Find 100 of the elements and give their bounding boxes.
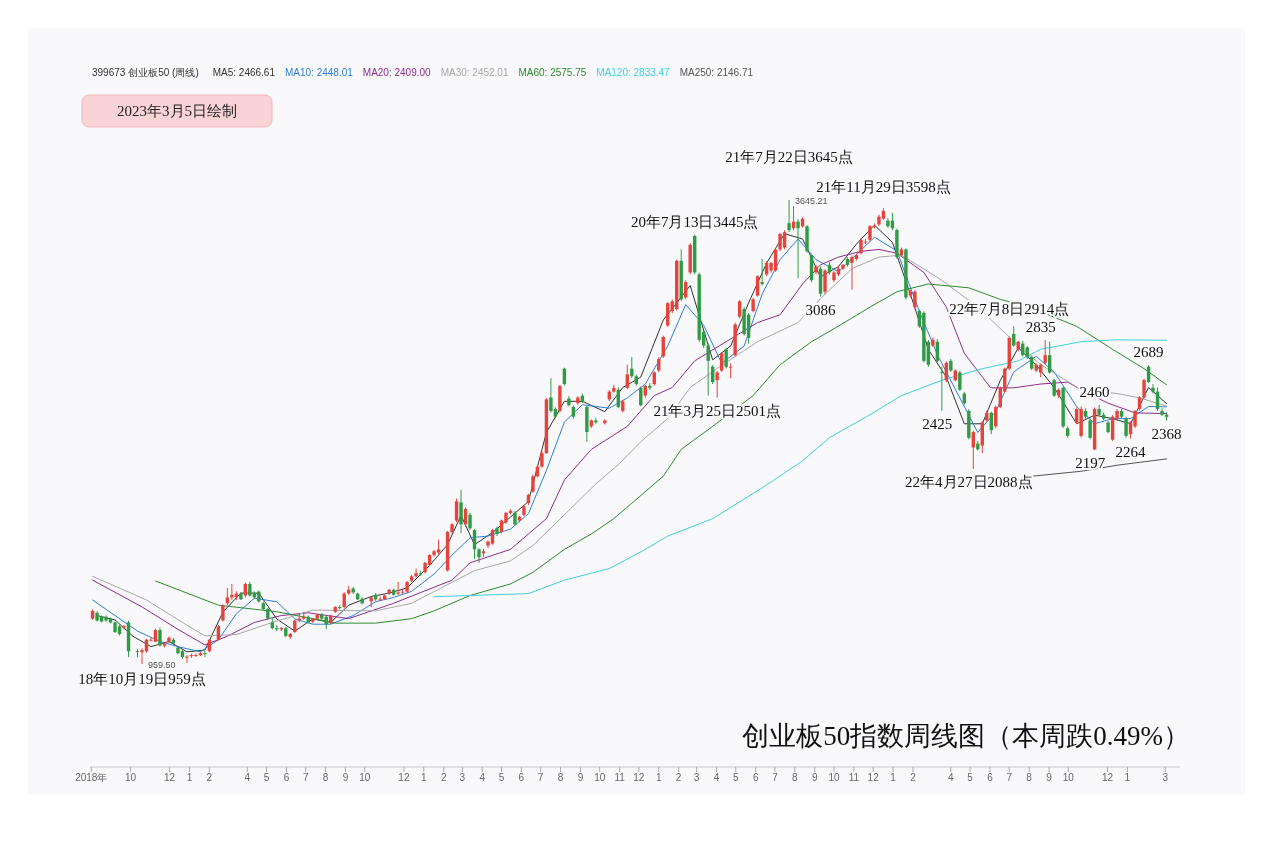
x-tick-label: 1 xyxy=(421,772,428,783)
candlestick xyxy=(414,568,418,579)
annotation: 21年3月25日2501点 xyxy=(653,402,781,419)
text: MA10: 2448.01 xyxy=(284,67,354,78)
text: MA60: 2575.75 xyxy=(518,67,587,78)
x-tick-label: 1 xyxy=(1124,772,1131,783)
candlestick xyxy=(940,366,944,412)
annotation: 22年4月27日2088点 xyxy=(905,474,1033,491)
x-tick-label: 2 xyxy=(675,772,682,783)
x-tick-label: 7 xyxy=(537,772,544,783)
candlestick xyxy=(715,370,719,399)
text: MA20: 2409.00 xyxy=(362,67,432,78)
x-tick-label: 4 xyxy=(479,772,486,783)
x-tick-label: 10 xyxy=(124,772,137,783)
x-tick-label: 12 xyxy=(867,772,880,783)
candlestick xyxy=(724,347,728,369)
text: 创业板50指数周线图（本周跌0.49%） xyxy=(742,721,1190,751)
x-tick-label: 5 xyxy=(733,772,739,783)
x-tick-label: 7 xyxy=(302,772,309,783)
text: 2023年3月5日绘制 xyxy=(117,103,237,119)
x-tick-label: 2 xyxy=(910,772,917,783)
candlestick xyxy=(531,474,535,494)
x-tick-label: 6 xyxy=(518,772,525,783)
candlestick xyxy=(886,217,890,229)
x-tick-label: 4 xyxy=(244,772,251,783)
x-tick-label: 5 xyxy=(498,772,505,783)
annotation: 21年11月29日3598点 xyxy=(816,179,951,196)
candlestick xyxy=(773,247,778,273)
candlestick xyxy=(203,650,207,658)
annotation: 959.50 xyxy=(148,660,176,670)
x-tick-label: 10 xyxy=(594,772,606,783)
candlestick xyxy=(396,581,400,596)
candlestick xyxy=(913,289,917,310)
candlestick xyxy=(958,370,962,392)
candlestick xyxy=(1012,325,1016,348)
candlestick xyxy=(760,258,764,287)
x-tick-label: 3 xyxy=(1162,772,1169,783)
x-tick-label: 1 xyxy=(890,772,897,783)
candlestick xyxy=(1124,416,1128,439)
candlestick xyxy=(796,218,800,279)
candlestick xyxy=(1052,378,1056,398)
annotation: 2689 xyxy=(1133,344,1164,361)
x-tick-label: 9 xyxy=(342,772,349,783)
x-tick-label: 12 xyxy=(633,772,645,783)
candlestick xyxy=(158,627,162,648)
x-tick-label: 8 xyxy=(792,772,799,783)
annotation: 2460 xyxy=(1079,383,1110,400)
x-tick-label: 7 xyxy=(1006,772,1013,783)
text: MA250: 2146.71 xyxy=(679,67,754,78)
x-tick-label: 12 xyxy=(164,772,176,783)
annotation: 21年7月22日3645点 xyxy=(725,149,853,165)
chart-subtitle: 399673 创业板50 (周线) xyxy=(92,67,199,78)
x-tick-label: 11 xyxy=(848,772,860,783)
candlestick xyxy=(787,199,791,233)
candlestick xyxy=(850,254,854,291)
x-tick-label: 12 xyxy=(398,772,410,783)
candlestick xyxy=(728,362,733,379)
annotation: 3645.21 xyxy=(795,196,828,206)
x-tick-label: 2018年 xyxy=(75,772,108,783)
x-tick-label: 9 xyxy=(577,772,584,783)
text: MA30: 2452.01 xyxy=(440,67,509,78)
text: MA120: 2833.47 xyxy=(596,67,671,78)
candlestick xyxy=(1160,407,1164,417)
x-tick-label: 7 xyxy=(772,772,779,783)
x-tick-label: 5 xyxy=(263,772,270,783)
annotation: 2368 xyxy=(1151,425,1182,442)
x-tick-label: 2 xyxy=(440,772,447,783)
annotation: 3086 xyxy=(805,301,837,318)
x-tick-label: 8 xyxy=(322,772,329,783)
candlestick xyxy=(706,342,710,397)
candlestick xyxy=(755,274,760,298)
annotation: 20年7月13日3445点 xyxy=(630,213,759,230)
candlestick xyxy=(185,654,189,664)
x-tick-label: 2 xyxy=(206,772,213,783)
x-tick-label: 9 xyxy=(811,772,818,783)
x-tick-label: 10 xyxy=(359,772,371,783)
candlestick xyxy=(122,624,126,630)
candlestick xyxy=(477,547,481,564)
x-tick-label: 11 xyxy=(614,772,626,783)
x-tick-label: 6 xyxy=(283,772,290,783)
candlestick xyxy=(1088,418,1092,440)
x-tick-label: 4 xyxy=(713,772,720,783)
candlestick xyxy=(1142,378,1146,400)
x-tick-label: 1 xyxy=(186,772,193,783)
candlestick xyxy=(782,229,787,250)
candlestick xyxy=(454,498,459,523)
candlestick xyxy=(980,420,984,454)
x-tick-label: 4 xyxy=(948,772,955,783)
candlestick xyxy=(778,232,782,252)
candlestick xyxy=(1043,339,1047,365)
x-tick-label: 1 xyxy=(655,772,662,783)
candlestick xyxy=(1151,383,1155,395)
candlestick xyxy=(549,377,553,414)
x-tick-label: 5 xyxy=(967,772,974,783)
candlestick xyxy=(459,489,463,534)
x-tick-label: 8 xyxy=(1026,772,1033,783)
annotation: 2264 xyxy=(1115,443,1147,460)
x-tick-label: 8 xyxy=(557,772,564,783)
candlestick xyxy=(737,299,742,319)
x-tick-label: 3 xyxy=(459,772,466,783)
